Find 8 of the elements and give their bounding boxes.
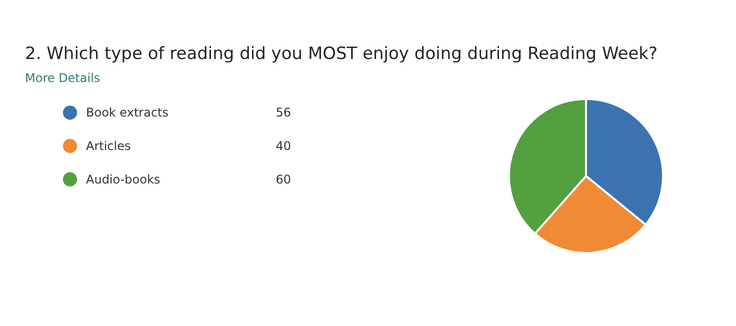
legend-label: Audio-books: [86, 172, 160, 186]
data-label: 40: [276, 139, 291, 153]
data-label: 60: [276, 172, 291, 186]
legend-label: Book extracts: [86, 106, 168, 120]
chart-subtitle: More Details: [25, 71, 100, 85]
legend-label: Articles: [86, 139, 131, 153]
data-label: 56: [276, 106, 291, 120]
chart-title: 2. Which type of reading did you MOST enjoy doing during Reading Week?: [25, 44, 658, 64]
